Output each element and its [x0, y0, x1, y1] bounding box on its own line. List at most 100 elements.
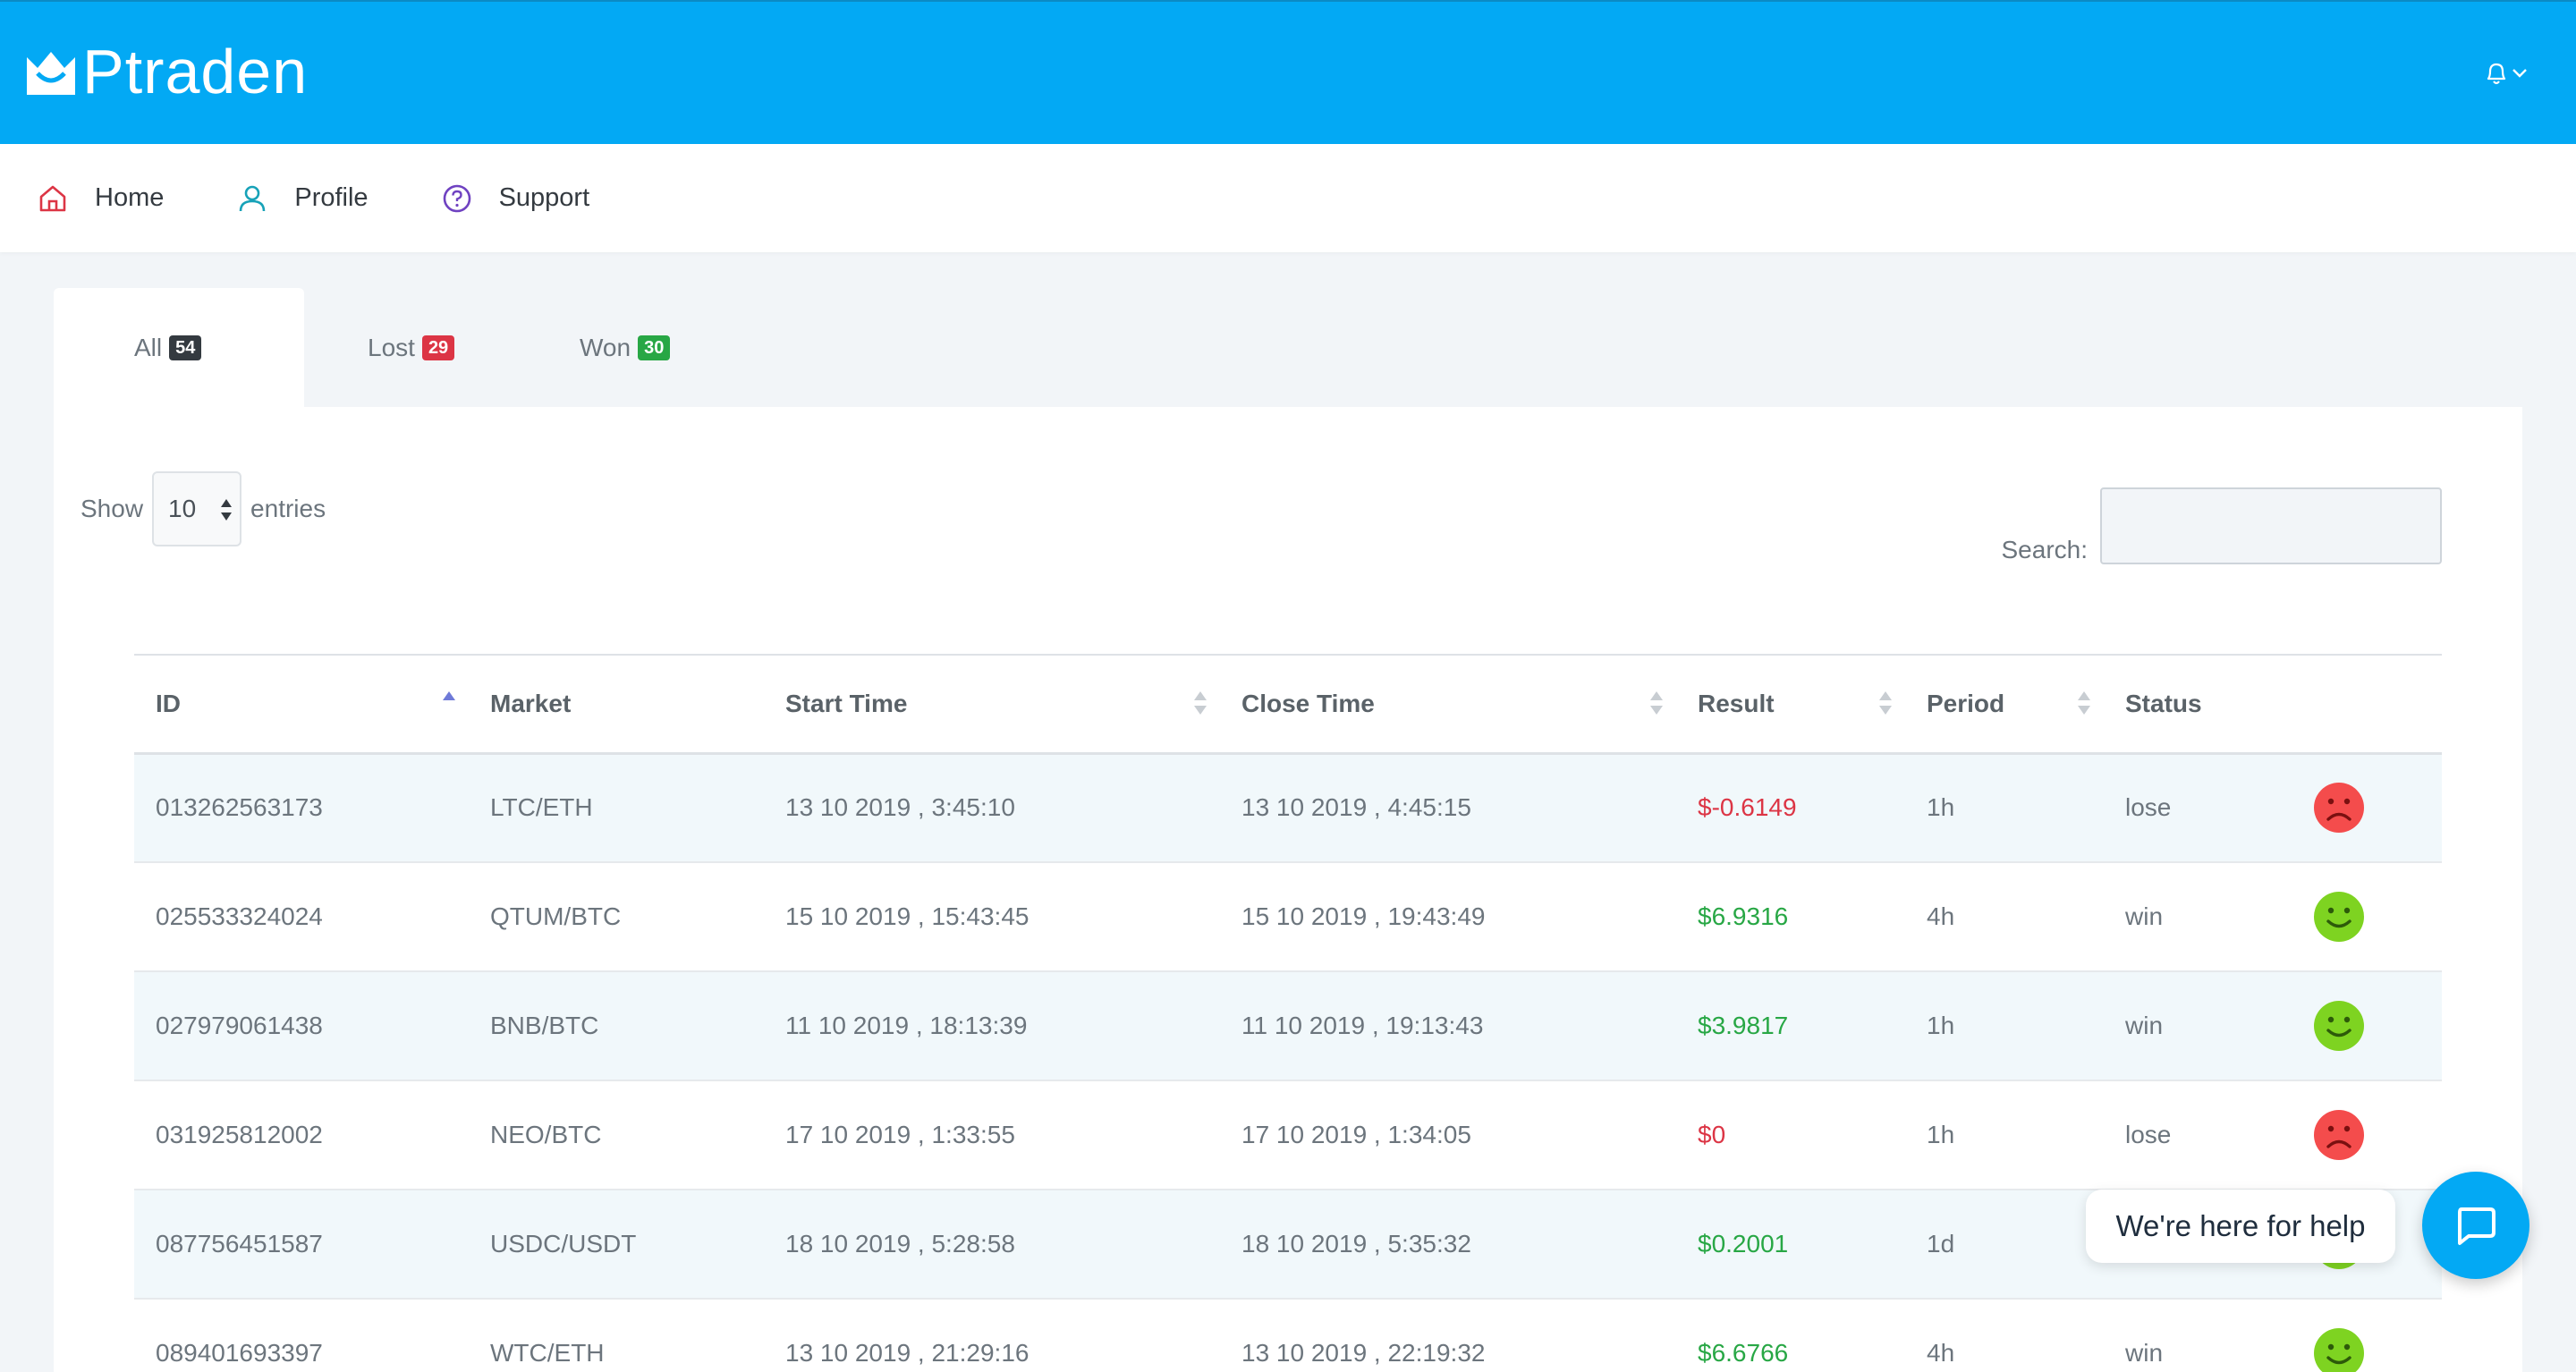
notifications-menu[interactable] — [2485, 61, 2528, 86]
page-length-select[interactable]: 10 — [152, 471, 242, 546]
happy-face-icon — [2314, 1001, 2364, 1051]
cell-status: lose — [2125, 793, 2172, 822]
column-label: Result — [1698, 689, 1775, 717]
cell-close-time: 18 10 2019 , 5:35:32 — [1241, 1230, 1471, 1258]
cell-close-time: 13 10 2019 , 22:19:32 — [1241, 1339, 1486, 1367]
cell-market: LTC/ETH — [490, 793, 593, 822]
cell-start-time: 13 10 2019 , 21:29:16 — [785, 1339, 1030, 1367]
cell-close-time: 17 10 2019 , 1:34:05 — [1241, 1121, 1471, 1148]
home-icon — [39, 185, 66, 211]
cell-period: 1d — [1927, 1230, 1955, 1258]
cell-close-time: 15 10 2019 , 19:43:49 — [1241, 902, 1486, 930]
cell-close-time: 13 10 2019 , 4:45:15 — [1241, 793, 1471, 822]
sort-icon — [1650, 691, 1663, 715]
page-length-value: 10 — [168, 495, 197, 522]
column-header-period[interactable]: Period — [1905, 655, 2104, 753]
count-badge: 54 — [169, 335, 202, 360]
cell-period: 1h — [1927, 1121, 1955, 1148]
nav-item-label: Profile — [294, 183, 369, 212]
user-icon — [240, 185, 266, 211]
column-label: Market — [490, 689, 572, 717]
cell-id: 087756451587 — [156, 1230, 323, 1258]
cell-market: USDC/USDT — [490, 1230, 637, 1258]
tab-label: All — [134, 333, 163, 361]
cell-id: 025533324024 — [156, 902, 323, 930]
column-label: Close Time — [1241, 689, 1375, 717]
select-arrows-icon — [221, 499, 233, 521]
column-header-id[interactable]: ID — [134, 655, 469, 753]
table-row[interactable]: 027979061438 BNB/BTC 11 10 2019 , 18:13:… — [134, 971, 2442, 1080]
cell-status-icon — [2292, 753, 2442, 862]
cell-status: lose — [2125, 1121, 2172, 1148]
chat-launcher-button[interactable] — [2422, 1172, 2529, 1279]
table-row[interactable]: 089401693397 WTC/ETH 13 10 2019 , 21:29:… — [134, 1299, 2442, 1372]
trades-table: ID Market Start Time Close Time Result P… — [134, 654, 2442, 1372]
column-header-market[interactable]: Market — [469, 655, 764, 753]
search-input[interactable] — [2100, 487, 2442, 564]
cell-result: $0.2001 — [1698, 1230, 1789, 1258]
table-row[interactable]: 031925812002 NEO/BTC 17 10 2019 , 1:33:5… — [134, 1080, 2442, 1190]
table-row[interactable]: 087756451587 USDC/USDT 18 10 2019 , 5:28… — [134, 1190, 2442, 1299]
help-circle-icon — [443, 184, 470, 212]
main-navigation: Home Profile Support — [0, 144, 2576, 252]
nav-item-home[interactable]: Home — [38, 183, 164, 214]
cell-market: QTUM/BTC — [490, 902, 622, 930]
cell-id: 013262563173 — [156, 793, 323, 822]
cell-start-time: 15 10 2019 , 15:43:45 — [785, 902, 1030, 930]
brand-name: Ptraden — [82, 37, 309, 106]
tab-label: Won — [580, 333, 631, 361]
sad-face-icon — [2314, 783, 2364, 834]
cell-start-time: 18 10 2019 , 5:28:58 — [785, 1230, 1015, 1258]
nav-item-support[interactable]: Support — [442, 183, 590, 214]
cell-close-time: 11 10 2019 , 19:13:43 — [1241, 1012, 1484, 1039]
nav-item-label: Home — [95, 183, 165, 212]
sad-face-icon — [2314, 1110, 2364, 1160]
cell-status-icon — [2292, 862, 2442, 971]
table-row[interactable]: 025533324024 QTUM/BTC 15 10 2019 , 15:43… — [134, 862, 2442, 971]
cell-result: $6.6766 — [1698, 1339, 1789, 1367]
column-label: ID — [156, 689, 181, 717]
cell-period: 1h — [1927, 1012, 1955, 1039]
nav-item-profile[interactable]: Profile — [237, 183, 369, 214]
brand-logo[interactable]: Ptraden — [25, 36, 308, 107]
nav-item-label: Support — [498, 183, 590, 212]
table-row[interactable]: 013262563173 LTC/ETH 13 10 2019 , 3:45:1… — [134, 753, 2442, 862]
cell-status: win — [2125, 902, 2164, 930]
cell-id: 031925812002 — [156, 1121, 323, 1148]
crown-logo-icon — [27, 52, 75, 95]
column-label: Start Time — [785, 689, 908, 717]
sort-icon — [2078, 691, 2090, 715]
tab-lost[interactable]: Lost 29 — [304, 288, 574, 407]
tab-all[interactable]: All 54 — [54, 288, 304, 407]
entries-label: entries — [250, 495, 326, 522]
cell-market: BNB/BTC — [490, 1012, 599, 1039]
cell-result: $-0.6149 — [1698, 793, 1797, 822]
sort-asc-icon — [443, 691, 455, 700]
column-header-icon — [2292, 655, 2442, 753]
cell-status: win — [2125, 1339, 2164, 1367]
bell-icon — [2487, 63, 2506, 85]
column-header-start-time[interactable]: Start Time — [764, 655, 1220, 753]
column-header-result[interactable]: Result — [1676, 655, 1905, 753]
top-header-bar: Ptraden — [0, 0, 2576, 144]
cell-id: 089401693397 — [156, 1339, 323, 1367]
happy-face-icon — [2314, 892, 2364, 942]
sort-icon — [1194, 691, 1207, 715]
help-message-bubble[interactable]: We're here for help — [2086, 1190, 2395, 1263]
column-header-status[interactable]: Status — [2104, 655, 2292, 753]
column-label: Status — [2125, 689, 2202, 717]
table-header-row: ID Market Start Time Close Time Result P… — [134, 655, 2442, 753]
tab-label: Lost — [368, 333, 415, 361]
count-badge: 29 — [421, 335, 455, 360]
tab-won[interactable]: Won 30 — [574, 288, 671, 407]
show-label: Show — [80, 495, 144, 522]
cell-period: 1h — [1927, 793, 1955, 822]
happy-face-icon — [2314, 1328, 2364, 1372]
table-search: Search: — [2002, 487, 2442, 564]
cell-start-time: 13 10 2019 , 3:45:10 — [785, 793, 1015, 822]
chat-icon — [2458, 1207, 2496, 1245]
column-header-close-time[interactable]: Close Time — [1220, 655, 1676, 753]
cell-start-time: 17 10 2019 , 1:33:55 — [785, 1121, 1015, 1148]
trade-filter-tabs: All 54 Lost 29 Won 30 — [54, 288, 671, 407]
cell-result: $0 — [1698, 1121, 1726, 1148]
